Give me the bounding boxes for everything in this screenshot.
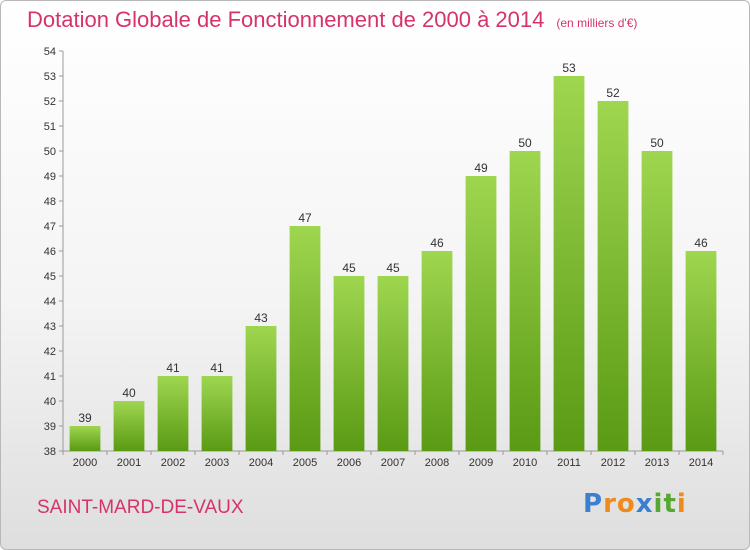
x-tick-label: 2008 bbox=[425, 457, 449, 469]
proxiti-logo: Proxiti bbox=[583, 489, 687, 519]
bar bbox=[553, 76, 585, 451]
y-tick-label: 52 bbox=[44, 96, 56, 108]
bar bbox=[333, 276, 365, 451]
bar-value-label: 49 bbox=[474, 161, 488, 175]
bar bbox=[641, 151, 673, 451]
bar bbox=[377, 276, 409, 451]
y-tick-label: 44 bbox=[44, 296, 56, 308]
y-tick-label: 53 bbox=[44, 71, 56, 83]
x-tick-label: 2009 bbox=[469, 457, 493, 469]
x-tick-label: 2004 bbox=[249, 457, 273, 469]
y-tick-label: 54 bbox=[44, 46, 56, 58]
x-tick-label: 2005 bbox=[293, 457, 317, 469]
bar-value-label: 46 bbox=[430, 236, 444, 250]
x-tick-label: 2003 bbox=[205, 457, 229, 469]
chart-title: Dotation Globale de Fonctionnement de 20… bbox=[27, 7, 637, 33]
x-tick-label: 2006 bbox=[337, 457, 361, 469]
x-tick-label: 2001 bbox=[117, 457, 141, 469]
bar-value-label: 40 bbox=[122, 386, 136, 400]
y-tick-label: 45 bbox=[44, 271, 56, 283]
logo-letter: i bbox=[676, 489, 687, 519]
y-tick-label: 39 bbox=[44, 421, 56, 433]
bar-value-label: 45 bbox=[386, 261, 400, 275]
bar bbox=[157, 376, 189, 451]
bar bbox=[113, 401, 145, 451]
x-tick-label: 2000 bbox=[73, 457, 97, 469]
chart-title-text: Dotation Globale de Fonctionnement de 20… bbox=[27, 7, 545, 32]
bar-value-label: 41 bbox=[166, 361, 180, 375]
bar-value-label: 41 bbox=[210, 361, 224, 375]
logo-letter: t bbox=[663, 489, 677, 519]
y-tick-label: 50 bbox=[44, 146, 56, 158]
x-tick-label: 2014 bbox=[689, 457, 713, 469]
y-tick-label: 41 bbox=[44, 371, 56, 383]
x-tick-label: 2012 bbox=[601, 457, 625, 469]
bar bbox=[509, 151, 541, 451]
bar-value-label: 52 bbox=[606, 86, 620, 100]
logo-letter: i bbox=[653, 489, 664, 519]
bar-value-label: 43 bbox=[254, 311, 268, 325]
bar-value-label: 46 bbox=[694, 236, 708, 250]
bar bbox=[597, 101, 629, 451]
bar bbox=[69, 426, 101, 451]
bar bbox=[465, 176, 497, 451]
x-tick-label: 2002 bbox=[161, 457, 185, 469]
chart-subtitle: (en milliers d'€) bbox=[556, 16, 638, 30]
logo-letter: P bbox=[583, 489, 604, 519]
bar-value-label: 39 bbox=[78, 411, 92, 425]
y-tick-label: 38 bbox=[44, 446, 56, 458]
x-tick-label: 2011 bbox=[557, 457, 581, 469]
logo-letter: r bbox=[603, 489, 617, 519]
bar-value-label: 47 bbox=[298, 211, 312, 225]
commune-name: SAINT-MARD-DE-VAUX bbox=[37, 497, 244, 518]
bar bbox=[289, 226, 321, 451]
y-tick-label: 42 bbox=[44, 346, 56, 358]
bar bbox=[245, 326, 277, 451]
logo-letter: x bbox=[635, 489, 654, 519]
x-tick-label: 2013 bbox=[645, 457, 669, 469]
bar-value-label: 53 bbox=[562, 61, 576, 75]
y-tick-label: 40 bbox=[44, 396, 56, 408]
y-tick-label: 51 bbox=[44, 121, 56, 133]
bar bbox=[201, 376, 233, 451]
y-tick-label: 43 bbox=[44, 321, 56, 333]
bar-value-label: 50 bbox=[518, 136, 532, 150]
y-tick-label: 49 bbox=[44, 171, 56, 183]
bar-value-label: 45 bbox=[342, 261, 356, 275]
bar bbox=[421, 251, 453, 451]
y-tick-label: 47 bbox=[44, 221, 56, 233]
x-tick-label: 2007 bbox=[381, 457, 405, 469]
logo-letter: o bbox=[616, 489, 636, 519]
bar bbox=[685, 251, 717, 451]
x-tick-label: 2010 bbox=[513, 457, 537, 469]
y-tick-label: 46 bbox=[44, 246, 56, 258]
bar-value-label: 50 bbox=[650, 136, 664, 150]
y-tick-label: 48 bbox=[44, 196, 56, 208]
